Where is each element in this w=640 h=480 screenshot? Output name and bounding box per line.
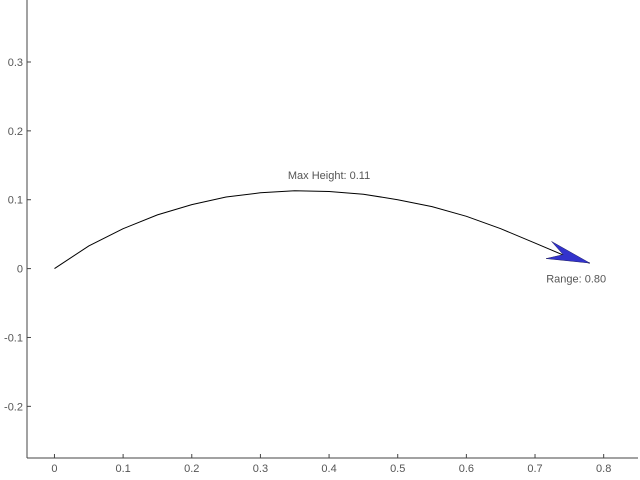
x-tick-label: 0.7 — [527, 463, 542, 475]
x-tick-label: 0.8 — [596, 463, 611, 475]
y-tick-label: 0.2 — [8, 126, 23, 138]
x-tick-label: 0.6 — [459, 463, 474, 475]
x-tick-label: 0.3 — [253, 463, 268, 475]
x-tick-label: 0.1 — [115, 463, 130, 475]
y-tick-label: 0 — [17, 264, 23, 276]
y-tick-label: 0.1 — [8, 195, 23, 207]
x-tick-label: 0.2 — [184, 463, 199, 475]
x-tick-label: 0 — [51, 463, 57, 475]
direction-arrow — [545, 241, 591, 264]
y-tick-label: 0.3 — [8, 57, 23, 69]
annotations: Max Height: 0.11 Range: 0.80 — [288, 170, 606, 285]
x-tick-label: 0.5 — [390, 463, 405, 475]
axes: 0 0.1 0.2 0.3 0.4 0.5 0.6 0.7 0.8 -0.2 -0.1 0 0.1 0.2… — [4, 0, 638, 475]
trajectory-line — [54, 190, 591, 270]
y-tick-label: -0.2 — [4, 401, 23, 413]
annotation-label: Range: 0.80 — [546, 273, 606, 285]
annotation-label: Max Height: 0.11 — [288, 170, 370, 182]
x-tick-label: 0.4 — [321, 463, 336, 475]
series-layer — [54, 190, 591, 270]
y-tick-label: -0.1 — [4, 332, 23, 344]
arrow-layer — [545, 241, 591, 264]
